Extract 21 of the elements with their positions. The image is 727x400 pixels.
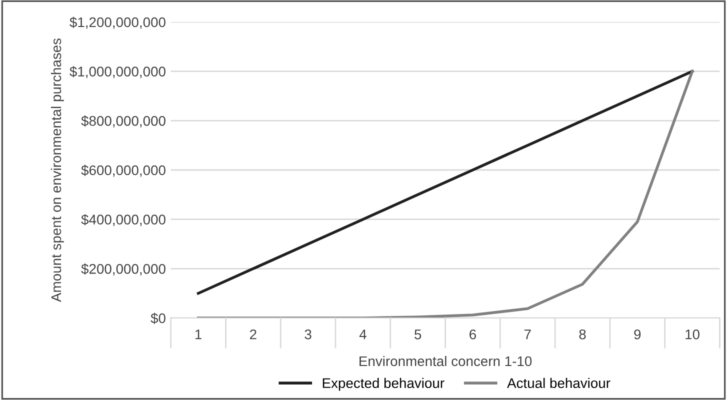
x-tick-label: 2 [250, 329, 256, 340]
x-tick-label: 6 [470, 329, 476, 340]
x-axis-title: Environmental concern 1-10 [360, 356, 532, 366]
y-tick-label: $0 [150, 312, 166, 324]
legend-label: Expected behaviour [322, 378, 444, 391]
legend-label: Actual behaviour [507, 378, 610, 388]
y-tick-label: $1,000,000,000 [70, 66, 166, 78]
y-tick-label: $600,000,000 [81, 164, 166, 177]
y-tick-label: $800,000,000 [81, 115, 166, 128]
x-tick-label: 1 [195, 330, 202, 340]
y-tick-label: $1,200,000,000 [70, 16, 166, 29]
y-tick-label: $200,000,000 [81, 263, 166, 276]
x-tick-label: 7 [524, 330, 531, 340]
x-tick-label: 3 [304, 329, 312, 340]
x-tick-label: 4 [359, 330, 366, 340]
x-tick-label: 5 [414, 330, 422, 340]
x-tick-label: 9 [634, 329, 641, 340]
y-axis-title: Amount spent on environmental purchases [50, 38, 64, 302]
y-tick-label: $400,000,000 [81, 214, 166, 226]
x-tick-label: 8 [579, 329, 586, 340]
x-tick-label: 10 [686, 329, 700, 340]
